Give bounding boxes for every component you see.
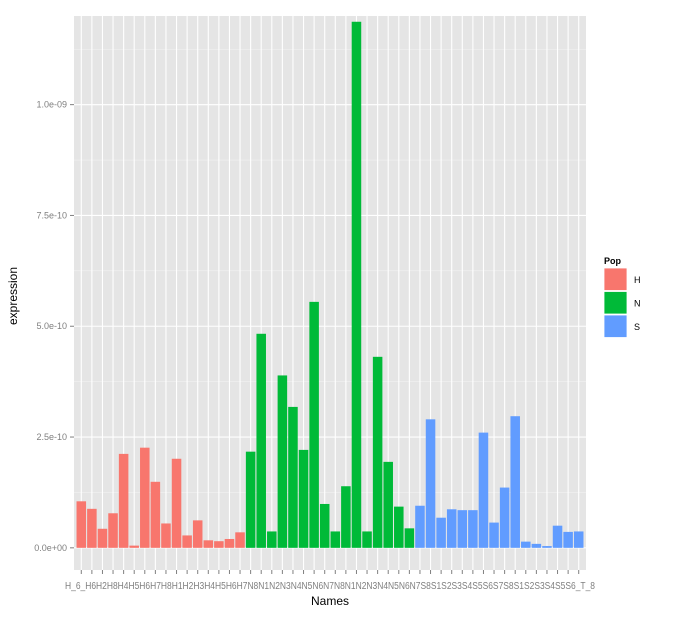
bar <box>277 375 288 548</box>
bar <box>394 506 404 548</box>
legend-key-s <box>603 314 628 338</box>
bar <box>552 525 563 548</box>
bar <box>425 419 436 548</box>
bar <box>129 545 139 548</box>
y-tick-label: 5.0e-10 <box>36 321 67 331</box>
bar <box>256 333 266 548</box>
bar <box>309 301 319 548</box>
bar <box>267 531 277 548</box>
bar <box>171 458 182 548</box>
bar <box>341 486 351 548</box>
plot-panel <box>74 16 586 570</box>
bar <box>489 522 499 548</box>
y-tick-label: 7.5e-10 <box>36 210 67 220</box>
y-axis: 0.0e+00 2.5e-10 5.0e-10 7.5e-10 1.0e-09 <box>34 100 74 553</box>
bar <box>140 447 150 548</box>
legend-key-n <box>603 291 628 315</box>
legend-key-h <box>603 267 628 291</box>
bar <box>404 528 415 548</box>
bar <box>521 541 531 548</box>
bar <box>351 21 362 548</box>
bar <box>415 505 425 548</box>
y-tick-label: 1.0e-09 <box>36 100 67 110</box>
bar <box>224 538 235 548</box>
bar <box>446 509 457 548</box>
bar <box>499 487 510 548</box>
legend-label-n: N <box>634 299 641 309</box>
bar <box>214 541 224 548</box>
bar <box>531 543 542 548</box>
bar <box>245 451 256 548</box>
bar <box>161 523 171 548</box>
bar <box>76 501 87 548</box>
bar <box>182 535 192 548</box>
legend-title: Pop <box>604 256 622 266</box>
bar <box>383 461 393 548</box>
bar <box>298 449 309 548</box>
bar <box>87 508 97 548</box>
bar <box>573 531 584 548</box>
legend: Pop H N S <box>603 256 641 338</box>
bar <box>372 356 383 548</box>
bar <box>203 540 214 548</box>
bar <box>478 432 489 548</box>
bar <box>510 416 520 548</box>
y-tick-label: 2.5e-10 <box>36 432 67 442</box>
legend-label-h: H <box>634 275 641 285</box>
bar <box>468 510 478 548</box>
bar <box>288 406 298 548</box>
bar <box>150 481 161 548</box>
bar <box>97 528 108 548</box>
bar <box>436 517 446 548</box>
bar <box>362 531 372 548</box>
x-axis-ticks <box>80 570 580 574</box>
bar <box>118 453 129 548</box>
bar <box>319 503 330 548</box>
bar <box>235 532 245 548</box>
bar <box>108 513 118 548</box>
bar <box>563 531 573 548</box>
x-axis-title: Names <box>311 594 349 608</box>
y-axis-title: expression <box>6 267 20 325</box>
y-tick-label: 0.0e+00 <box>34 543 67 553</box>
bar <box>542 546 552 548</box>
bar <box>192 520 203 548</box>
bar <box>330 531 341 548</box>
legend-label-s: S <box>634 322 640 332</box>
bar <box>457 510 468 548</box>
x-tick-labels: H_6_H6H2H8H4H5H6H7H8H1H2H3H4H5H6H7N8N1N2… <box>65 581 595 592</box>
bars <box>76 21 584 548</box>
